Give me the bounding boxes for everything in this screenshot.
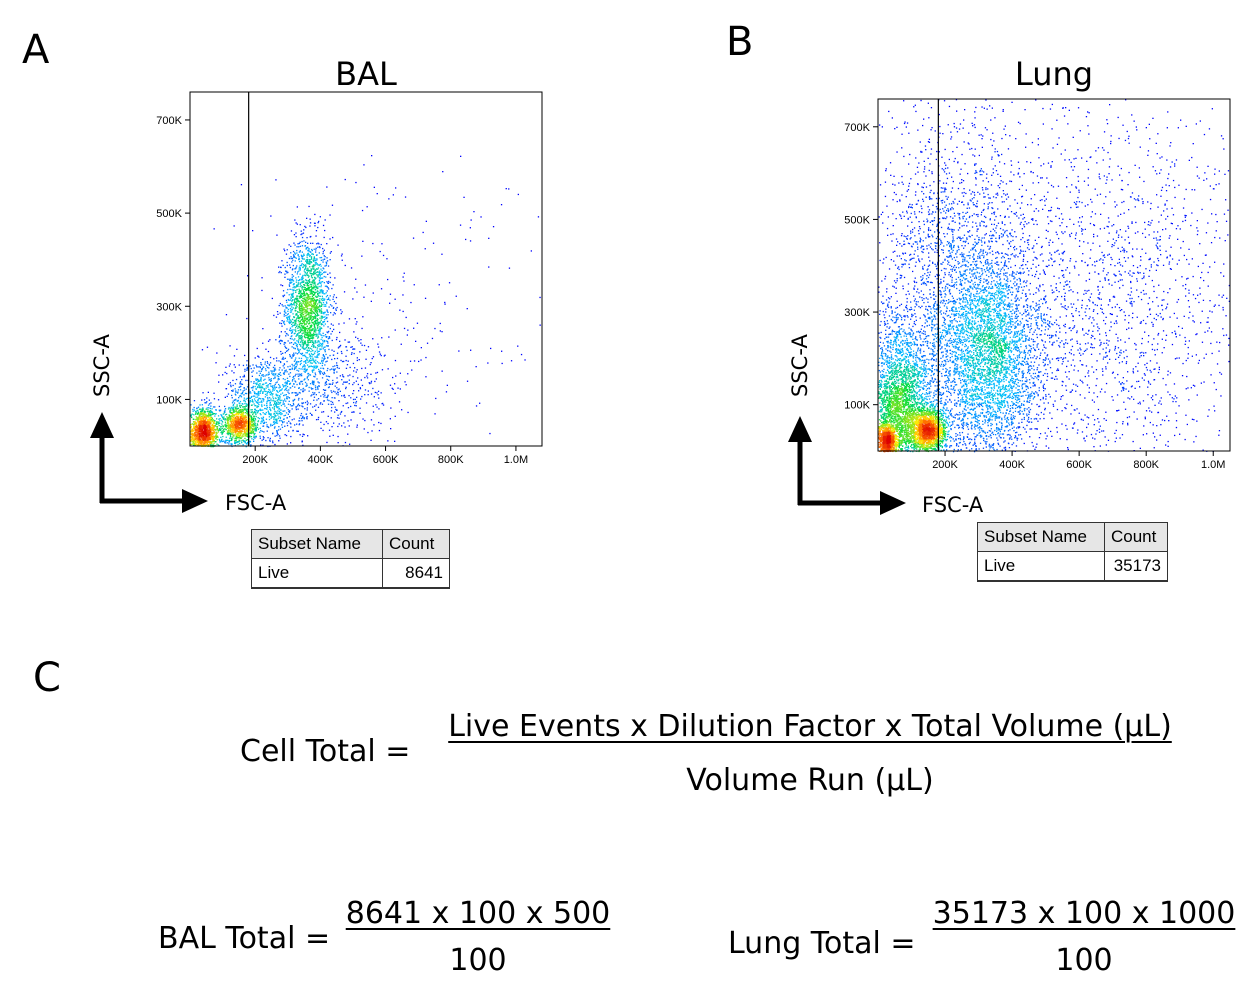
panel-letter-c: C [33, 655, 61, 701]
bal-total-denominator: 100 [449, 943, 507, 978]
lung-total-numerator-text: 35173 x 100 x 1000 [932, 896, 1236, 931]
lung-x-tick-label: 1.0M [1201, 459, 1225, 471]
bal-y-axis-label: SSC-A [90, 334, 114, 397]
bal-y-tick-label: 300K [156, 301, 182, 313]
lung-x-tick-label: 800K [1133, 459, 1159, 471]
bal-y-tick-label: 700K [156, 115, 182, 127]
lung-x-tick-label: 600K [1066, 459, 1092, 471]
formula-lhs: Cell Total = [240, 734, 411, 769]
lung-table-count: 35173 [1104, 551, 1168, 582]
lung-table-header-count: Count [1104, 522, 1168, 552]
bal-events [190, 155, 541, 448]
lung-table-subset-live: Live [977, 551, 1105, 582]
lung-y-axis-label: SSC-A [788, 334, 812, 397]
bal-table-count: 8641 [382, 558, 450, 589]
bal-x-tick-label: 600K [373, 454, 399, 466]
lung-y-tick-label: 100K [844, 400, 870, 412]
bal-y-tick-label: 100K [156, 394, 182, 406]
lung-y-tick-label: 700K [844, 122, 870, 134]
bal-y-tick-label: 500K [156, 208, 182, 220]
bal-x-tick-label: 200K [242, 454, 268, 466]
lung-x-axis-label: FSC-A [922, 493, 984, 517]
bal-table-subset-live: Live [251, 558, 383, 589]
bal-scatter-plot: 200K 400K 600K 800K 1.0M 100K 300K 500K 700K [156, 91, 543, 466]
bal-table-header-count: Count [382, 529, 450, 559]
bal-total-numerator: 8641 x 100 x 500 [340, 899, 616, 929]
bal-axis-arrows-icon [90, 412, 208, 513]
lung-y-tick-label: 300K [844, 307, 870, 319]
bal-table-header-subset: Subset Name [251, 529, 383, 559]
lung-x-tick-label: 400K [999, 459, 1025, 471]
bal-x-tick-label: 1.0M [504, 454, 528, 466]
lung-total-denominator: 100 [1055, 943, 1113, 978]
bal-plot-frame [189, 91, 543, 447]
lung-plot-title: Lung [1014, 55, 1094, 93]
formula-numerator-text: Live Events x Dilution Factor x Total Vo… [448, 709, 1172, 744]
formula-numerator: Live Events x Dilution Factor x Total Vo… [428, 712, 1192, 742]
panel-letter-a: A [22, 27, 50, 73]
lung-y-tick-label: 500K [844, 214, 870, 226]
bal-total-lhs: BAL Total = [158, 921, 331, 956]
bal-total-numerator-text: 8641 x 100 x 500 [345, 896, 611, 931]
lung-events [878, 99, 1230, 453]
lung-axis-arrows-icon [788, 416, 906, 515]
lung-gate-table: Subset Name Count Live 35173 [977, 522, 1168, 582]
formula-denominator: Volume Run (µL) [686, 763, 934, 798]
bal-x-tick-label: 400K [308, 454, 334, 466]
bal-plot-title: BAL [335, 55, 397, 93]
lung-plot-frame [877, 98, 1231, 452]
lung-x-tick-label: 200K [932, 459, 958, 471]
lung-total-lhs: Lung Total = [728, 926, 916, 961]
panel-letter-b: B [726, 19, 754, 65]
lung-scatter-plot: 200K 400K 600K 800K 1.0M 100K 300K 500K 700K [844, 98, 1231, 471]
lung-table-header-subset: Subset Name [977, 522, 1105, 552]
bal-x-axis-label: FSC-A [225, 491, 287, 515]
bal-x-tick-label: 800K [438, 454, 464, 466]
lung-total-numerator: 35173 x 100 x 1000 [929, 899, 1239, 929]
bal-gate-table: Subset Name Count Live 8641 [251, 529, 450, 589]
